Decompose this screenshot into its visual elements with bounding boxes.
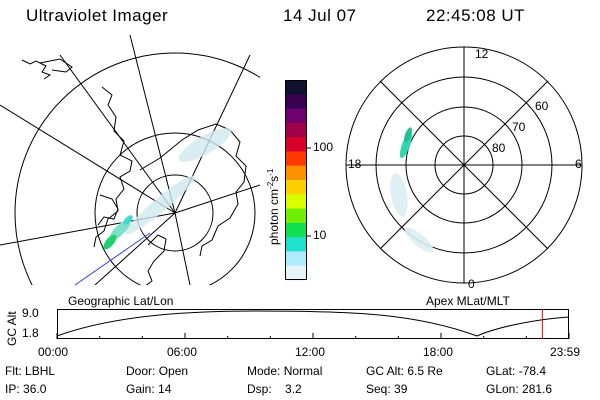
timeline-ylabel: GC Alt bbox=[5, 311, 19, 346]
colorbar-stripe bbox=[285, 108, 307, 124]
info-flt: Flt: LBHL bbox=[5, 364, 56, 378]
timeline-ymin: 1.8 bbox=[22, 326, 39, 340]
mlat-label-60: 60 bbox=[535, 99, 549, 113]
info-seq: Seq: 39 bbox=[366, 382, 408, 396]
colorbar-tick-10: 10 bbox=[313, 228, 327, 242]
colorbar-stripe bbox=[285, 94, 307, 110]
mlt-label-18: 18 bbox=[348, 157, 362, 171]
lat-circle-outer bbox=[14, 52, 260, 285]
colorbar-stripe bbox=[285, 165, 307, 181]
mlt-label-0: 0 bbox=[468, 277, 475, 291]
colorbar-stripe bbox=[285, 251, 307, 267]
colorbar-stripe bbox=[285, 151, 307, 167]
info-door: Door: Open bbox=[126, 364, 189, 378]
timeline-tick-1200: 12:00 bbox=[295, 345, 326, 359]
colorbar bbox=[285, 80, 307, 281]
timeline-ymax: 9.0 bbox=[22, 306, 39, 320]
aurora-emission bbox=[103, 128, 232, 250]
apex-map-label: Apex MLat/MLT bbox=[426, 294, 510, 308]
terminator-line bbox=[74, 232, 151, 286]
aurora-emission-polar bbox=[390, 127, 434, 253]
apex-polar-map bbox=[345, 46, 583, 284]
mlt-label-6: 6 bbox=[575, 157, 582, 171]
colorbar-stripe bbox=[285, 222, 307, 238]
colorbar-tick-100: 100 bbox=[313, 140, 334, 154]
orbit-altitude-plot bbox=[56, 309, 570, 339]
timeline-tick-0600: 06:00 bbox=[167, 345, 198, 359]
coastline bbox=[21, 58, 247, 285]
time-label: 22:45:08 UT bbox=[426, 6, 526, 25]
mlat-label-70: 70 bbox=[512, 120, 526, 134]
colorbar-ticks bbox=[306, 147, 311, 237]
info-ip: IP: 36.0 bbox=[5, 382, 47, 396]
altitude-curve bbox=[56, 310, 570, 337]
info-gain: Gain: 14 bbox=[126, 382, 172, 396]
colorbar-stripe bbox=[285, 180, 307, 195]
colorbar-label: photon cm-2s-1 bbox=[266, 168, 281, 245]
mlat-label-80: 80 bbox=[492, 141, 506, 155]
geographic-map-label: Geographic Lat/Lon bbox=[68, 294, 174, 308]
colorbar-stripe bbox=[285, 265, 307, 281]
info-glat: GLat: -78.4 bbox=[486, 364, 547, 378]
lat-circle-mid bbox=[94, 132, 256, 285]
colorbar-stripe bbox=[285, 80, 307, 95]
timeline-tick-2359: 23:59 bbox=[550, 345, 581, 359]
info-dsp: Dsp: 3.2 bbox=[247, 382, 302, 396]
info-mode: Mode: Normal bbox=[247, 364, 323, 378]
info-gcalt: GC Alt: 6.5 Re bbox=[366, 364, 443, 378]
colorbar-stripe bbox=[285, 194, 307, 210]
mlt-label-12: 12 bbox=[475, 47, 489, 61]
timeline-tick-1800: 18:00 bbox=[423, 345, 454, 359]
timeline-tick-0000: 00:00 bbox=[38, 345, 69, 359]
instrument-title: Ultraviolet Imager bbox=[26, 6, 169, 25]
info-glon: GLon: 281.6 bbox=[486, 382, 553, 396]
colorbar-stripe bbox=[285, 122, 307, 138]
date-label: 14 Jul 07 bbox=[283, 6, 357, 25]
colorbar-stripe bbox=[285, 137, 307, 152]
geographic-map bbox=[0, 35, 260, 286]
colorbar-stripe bbox=[285, 208, 307, 224]
lat-circle-inner bbox=[136, 174, 214, 252]
colorbar-stripe bbox=[285, 237, 307, 252]
